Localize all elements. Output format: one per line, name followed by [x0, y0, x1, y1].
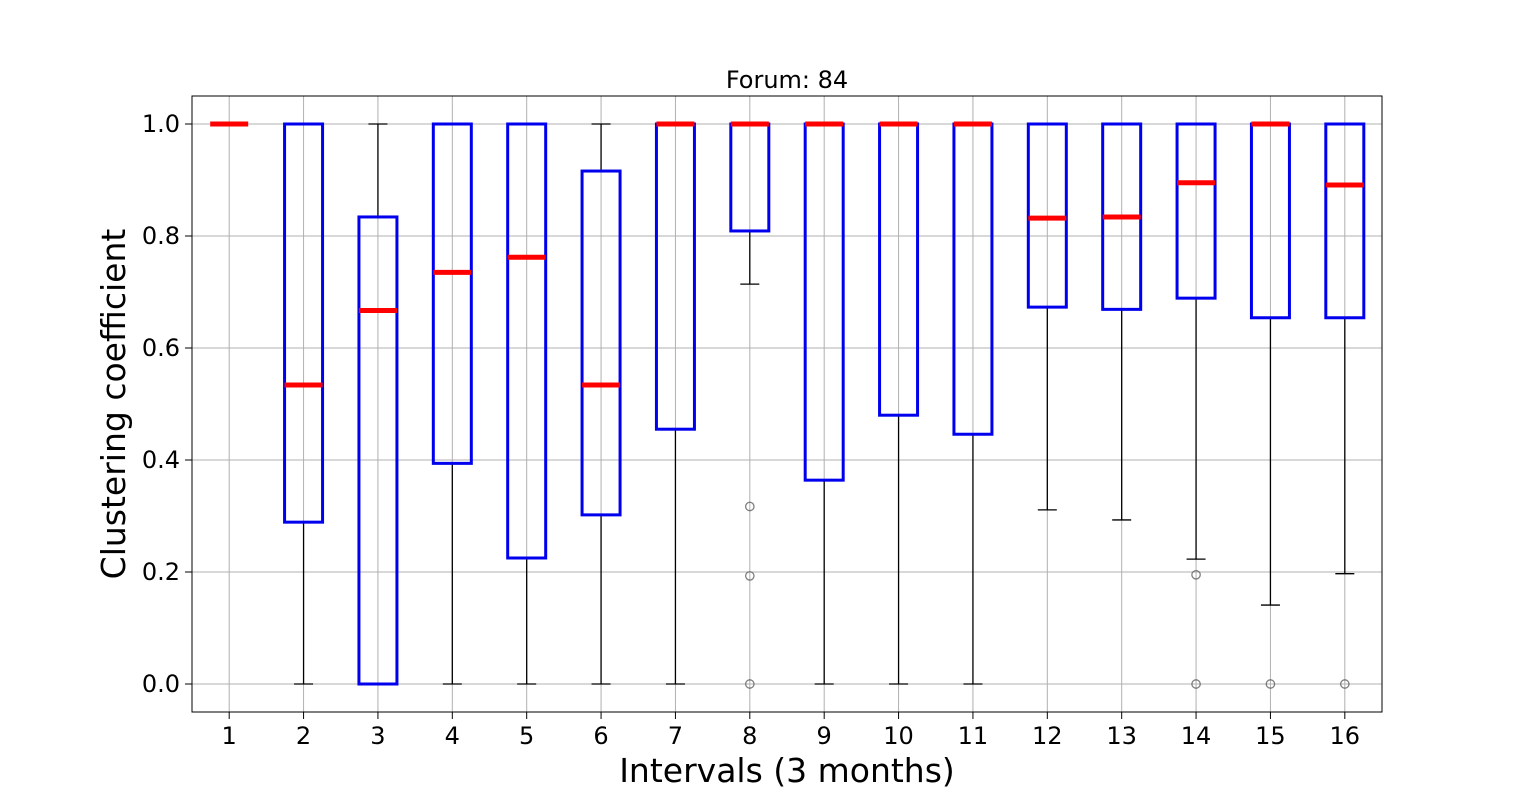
y-tick-label: 0.6 [142, 334, 180, 362]
box-group-8 [729, 121, 771, 689]
box-group-16 [1324, 122, 1366, 689]
iqr-box [283, 122, 325, 524]
x-tick-label: 2 [296, 722, 311, 750]
x-tick-label: 1 [222, 722, 237, 750]
outlier-point [744, 571, 755, 581]
box-group-14 [1175, 122, 1217, 689]
box-group-3 [357, 123, 399, 686]
box-group-4 [431, 122, 473, 685]
x-tick-label: 10 [883, 722, 914, 750]
x-tick-label: 4 [445, 722, 460, 750]
iqr-box [1026, 122, 1068, 309]
y-tick-label: 0.4 [142, 446, 180, 474]
axis-ticks: 0.00.20.40.60.81.01 2 3 4 5 6 7 8 9 10 11 12 13 14 15 1… [142, 110, 1360, 750]
box-group-10 [878, 121, 920, 685]
grid-lines [192, 96, 1382, 712]
iqr-box [431, 122, 473, 465]
box-group-15 [1249, 121, 1291, 689]
x-tick-label: 14 [1181, 722, 1212, 750]
axes-frame [191, 95, 1383, 713]
outlier-point [744, 501, 755, 512]
box-group-6 [580, 123, 622, 685]
x-tick-label: 9 [817, 722, 832, 750]
x-tick-label: 16 [1330, 722, 1361, 750]
iqr-box [1324, 122, 1366, 320]
iqr-box [1175, 122, 1217, 300]
x-tick-label: 12 [1032, 722, 1063, 750]
x-tick-label: 11 [958, 722, 989, 750]
box-group-5 [506, 122, 548, 685]
y-tick-label: 1.0 [142, 110, 180, 138]
box-group-7 [654, 121, 696, 685]
x-tick-label: 5 [519, 722, 534, 750]
iqr-box [357, 215, 399, 686]
outlier-point [1265, 679, 1276, 689]
y-tick-label: 0.2 [142, 558, 180, 586]
box-plot-marks [210, 121, 1366, 689]
outlier-point [1191, 569, 1201, 580]
box-group-12 [1026, 122, 1068, 511]
iqr-box [580, 169, 622, 517]
y-tick-label: 0.8 [142, 222, 180, 250]
x-tick-label: 6 [593, 722, 608, 750]
x-tick-label: 15 [1255, 722, 1286, 750]
box-group-2 [283, 122, 325, 685]
box-group-11 [952, 121, 994, 685]
x-axis-title: Intervals (3 months) [619, 751, 955, 790]
outlier-point [744, 679, 755, 689]
chart-title: Forum: 84 [726, 66, 848, 94]
box-group-13 [1101, 122, 1143, 521]
y-axis-title: Clustering coefficient [94, 229, 133, 580]
outlier-point [1339, 679, 1350, 689]
x-tick-label: 8 [742, 722, 757, 750]
x-tick-label: 7 [668, 722, 683, 750]
x-tick-label: 13 [1106, 722, 1137, 750]
x-tick-label: 3 [370, 722, 385, 750]
outlier-point [1191, 679, 1201, 689]
y-tick-label: 0.0 [142, 670, 180, 698]
iqr-box [506, 122, 548, 560]
box-group-9 [803, 121, 845, 685]
